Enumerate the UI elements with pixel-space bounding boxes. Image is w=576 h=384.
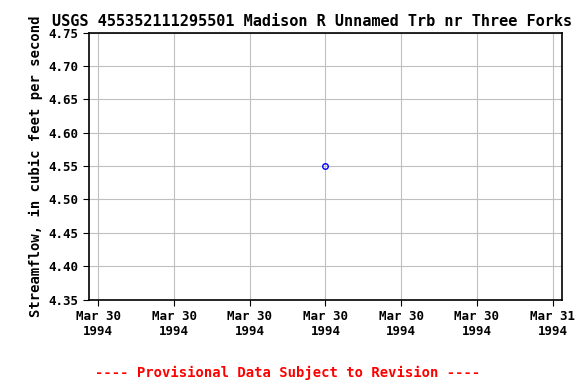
- Title: USGS 455352111295501 Madison R Unnamed Trb nr Three Forks MT: USGS 455352111295501 Madison R Unnamed T…: [52, 14, 576, 29]
- Y-axis label: Streamflow, in cubic feet per second: Streamflow, in cubic feet per second: [29, 15, 43, 317]
- Text: ---- Provisional Data Subject to Revision ----: ---- Provisional Data Subject to Revisio…: [96, 366, 480, 380]
